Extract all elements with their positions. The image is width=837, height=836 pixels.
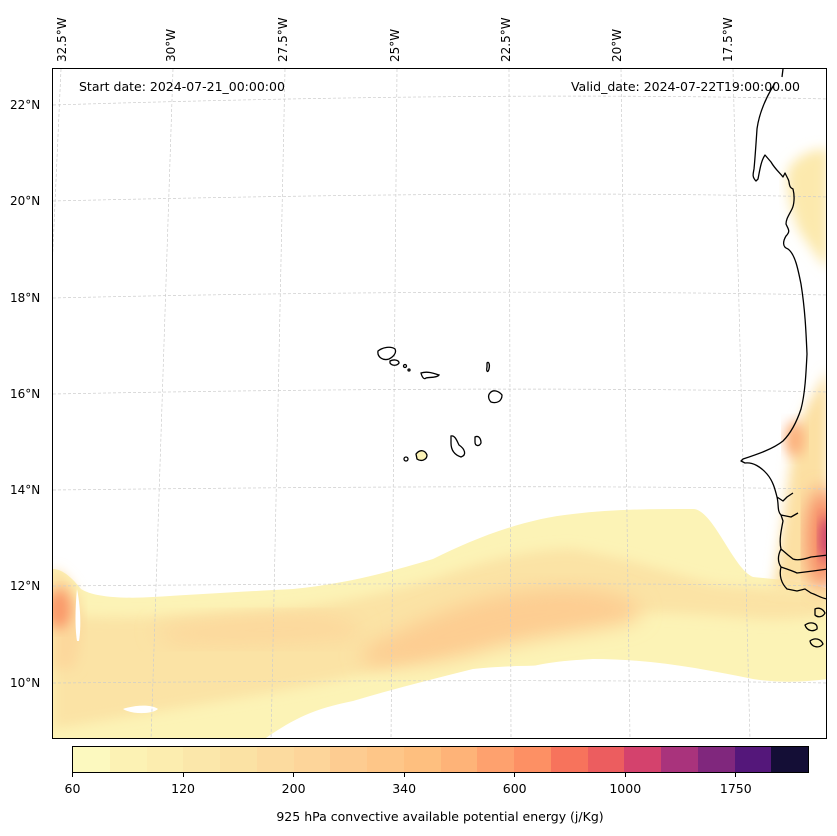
coastline <box>740 69 826 648</box>
colorbar-bin <box>477 747 514 772</box>
island-sao-vicente <box>389 359 400 366</box>
island-santo-antao <box>377 346 397 361</box>
cape-east-peak-3 <box>820 517 826 561</box>
colorbar <box>72 746 809 773</box>
colorbar-bin <box>514 747 551 772</box>
colorbar-tick <box>72 772 73 777</box>
lon-label-32-5w: 32.5°W <box>55 17 69 62</box>
lat-label-10n: 10°N <box>10 676 41 690</box>
gridline-lat-10n <box>53 680 826 684</box>
gridline-lon-30w <box>150 69 174 738</box>
gridline-lon-20w <box>620 69 631 738</box>
island-sao-nicolau-islet <box>407 368 411 372</box>
colorbar-tick <box>403 772 405 777</box>
gridline-lon-22-5w <box>508 69 512 738</box>
coastline-west-africa <box>740 69 826 600</box>
colorbar-bin <box>73 747 110 772</box>
colorbar-bin <box>734 747 772 772</box>
gridline-lon-25w <box>390 69 398 738</box>
cape-east-north <box>787 149 826 267</box>
colorbar-tick-label: 200 <box>281 781 306 796</box>
colorbar-tick <box>735 772 737 777</box>
lon-label-27-5w: 27.5°W <box>276 17 290 62</box>
colorbar-bin <box>587 747 625 772</box>
cape-west-peak <box>53 589 71 629</box>
colorbar-bin <box>220 747 257 772</box>
island-fogo <box>415 450 428 462</box>
lat-label-14n: 14°N <box>10 483 41 497</box>
gridline-lon-17-5w <box>732 69 751 738</box>
cape-verde-islands <box>377 346 503 462</box>
cape-gap-3 <box>123 705 158 714</box>
graticule <box>53 69 826 738</box>
start-date-label: Start date: 2024-07-21_00:00:00 <box>79 79 285 94</box>
colorbar-tick-label: 600 <box>502 781 527 796</box>
colorbar-bin <box>330 747 367 772</box>
map-canvas <box>53 69 826 738</box>
colorbar-tick <box>182 772 184 777</box>
island-sal <box>486 361 491 373</box>
gridline-lat-14n <box>53 486 826 491</box>
colorbar-bin <box>771 747 808 772</box>
gridline-lat-18n <box>53 291 826 299</box>
colorbar-title: 925 hPa convective available potential e… <box>276 809 604 824</box>
lat-label-20n: 20°N <box>10 194 41 208</box>
gridline-lat-12n <box>53 583 826 587</box>
coastline-guinea-bissau-islands <box>804 607 826 648</box>
colorbar-tick <box>293 772 295 777</box>
cape-band-high <box>363 588 642 666</box>
gridline-lat-16n <box>53 388 826 395</box>
cape-field <box>53 149 826 738</box>
lat-label-22n: 22°N <box>10 98 41 112</box>
island-santiago <box>450 435 466 458</box>
cape-gap <box>265 665 826 738</box>
colorbar-bin <box>367 747 404 772</box>
map-panel[interactable]: Start date: 2024-07-21_00:00:00 Valid_da… <box>52 68 827 739</box>
lon-label-30w: 30°W <box>164 28 178 62</box>
gridline-lat-20n <box>53 193 826 202</box>
lat-label-12n: 12°N <box>10 579 41 593</box>
colorbar-tick-label: 1000 <box>609 781 642 796</box>
island-santa-luzia <box>402 363 408 369</box>
colorbar-tick <box>624 772 626 777</box>
gridline-lon-27-5w <box>270 69 286 738</box>
colorbar-bin <box>624 747 661 772</box>
island-sao-nicolau <box>420 371 441 380</box>
cape-east-peak-1 <box>785 421 805 457</box>
lon-label-17-5w: 17.5°W <box>721 17 735 62</box>
colorbar-tick-label: 340 <box>392 781 417 796</box>
colorbar-bin <box>550 747 588 772</box>
cape-gap-4 <box>75 589 81 641</box>
island-brava <box>403 456 409 462</box>
colorbar-bin <box>109 747 147 772</box>
gridline-lat-22n <box>53 95 826 106</box>
valid-date-label: Valid_date: 2024-07-22T19:00:00.00 <box>570 79 800 94</box>
colorbar-bin <box>697 747 735 772</box>
colorbar-bin <box>293 747 331 772</box>
lon-label-25w: 25°W <box>388 28 402 62</box>
cape-band-high-west <box>153 614 361 646</box>
lat-label-16n: 16°N <box>10 387 41 401</box>
colorbar-bin <box>661 747 698 772</box>
colorbar-tick <box>514 772 516 777</box>
colorbar-bin <box>440 747 478 772</box>
colorbar-tick-label: 120 <box>171 781 195 796</box>
gridline-lon-32-5w <box>53 69 62 256</box>
island-maio <box>474 435 482 447</box>
island-boa-vista <box>487 390 503 404</box>
colorbar-bin <box>183 747 220 772</box>
colorbar-bin <box>256 747 294 772</box>
colorbar-tick-label: 60 <box>64 781 81 796</box>
lat-label-18n: 18°N <box>10 291 41 305</box>
colorbar-bin <box>403 747 441 772</box>
colorbar-bin <box>146 747 184 772</box>
lon-label-20w: 20°W <box>610 28 624 62</box>
cape-east-peak-2 <box>807 489 826 589</box>
colorbar-tick-label: 1750 <box>719 781 752 796</box>
lon-label-22-5w: 22.5°W <box>499 17 513 62</box>
